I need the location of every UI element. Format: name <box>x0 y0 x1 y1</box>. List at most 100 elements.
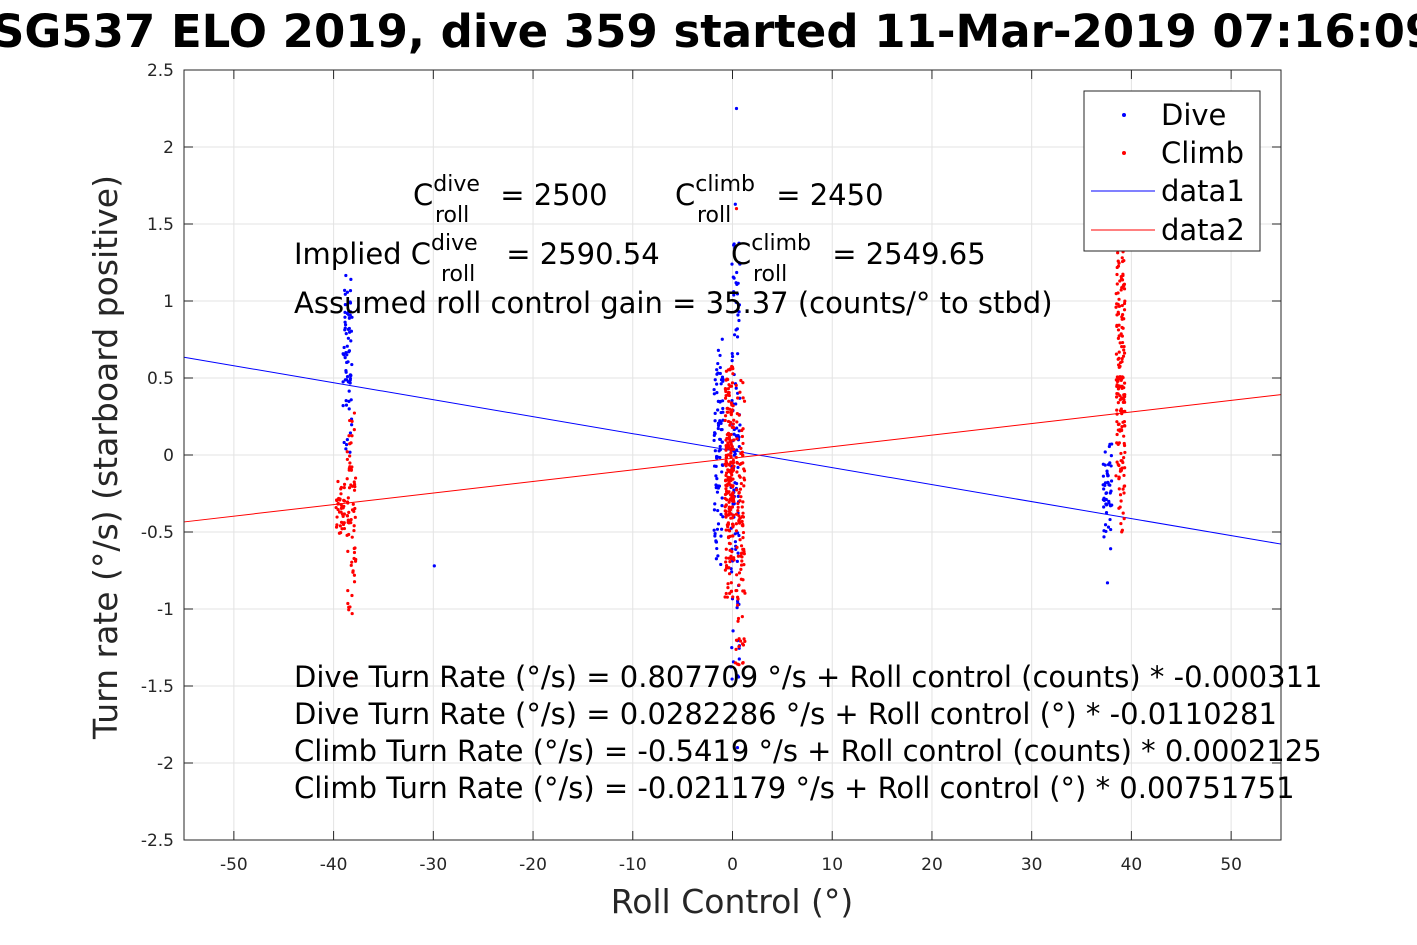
climb-point <box>740 519 744 524</box>
climb-point <box>724 560 728 564</box>
climb-point <box>735 573 739 577</box>
implied-dive-sup: dive <box>431 231 478 256</box>
climb-point <box>739 446 743 450</box>
dive-point <box>735 605 739 610</box>
climb-point <box>351 502 355 506</box>
climb-point <box>727 505 732 509</box>
climb-point <box>726 419 731 424</box>
equation-line: Dive Turn Rate (°/s) = 0.807709 °/s + Ro… <box>294 660 1322 694</box>
climb-point <box>1119 499 1123 503</box>
climb-point <box>740 505 744 509</box>
chart-title: SG537 ELO 2019, dive 359 started 11-Mar-… <box>0 5 1417 58</box>
implied-climb-sup: climb <box>751 231 811 256</box>
dive-point <box>349 398 353 402</box>
dive-point <box>719 410 723 415</box>
dive-point <box>730 351 734 356</box>
climb-point <box>1119 451 1123 456</box>
climb-point <box>341 514 345 519</box>
dive-point <box>720 427 724 432</box>
climb-point <box>1116 442 1120 446</box>
climb-point <box>1117 334 1121 338</box>
climb-point <box>1121 511 1125 515</box>
climb-point <box>1120 340 1125 345</box>
climb-point <box>352 488 357 492</box>
climb-point <box>345 533 349 537</box>
dive-point <box>1109 547 1113 551</box>
climb-point <box>741 453 745 457</box>
x-tick-label: 0 <box>727 855 738 875</box>
climb-point <box>348 461 352 465</box>
dive-point <box>733 532 737 536</box>
climb-point <box>729 468 733 473</box>
climb-point <box>731 493 735 497</box>
climb-point <box>724 564 729 568</box>
climb-point <box>741 643 746 647</box>
climb-point <box>734 638 739 642</box>
climb-point <box>734 529 739 533</box>
climb-point <box>738 390 742 394</box>
climb-point <box>350 611 354 616</box>
x-tick-label: -10 <box>619 855 647 875</box>
climb-point <box>1121 354 1126 358</box>
climb-point <box>724 456 728 460</box>
climb-point <box>342 512 346 516</box>
climb-point <box>1122 420 1127 424</box>
climb-point <box>338 524 342 528</box>
climb-point <box>337 496 341 501</box>
climb-point <box>727 435 732 440</box>
climb-point <box>742 552 746 556</box>
dive-point <box>732 293 736 297</box>
climb-point <box>740 551 744 555</box>
climb-point <box>1115 375 1119 379</box>
climb-point <box>728 548 732 552</box>
dive-point <box>733 202 737 206</box>
dive-point <box>719 534 723 538</box>
climb-point <box>737 663 741 667</box>
climb-point <box>1122 443 1127 448</box>
dive-point <box>343 320 347 324</box>
dive-point <box>730 262 734 266</box>
climb-point <box>351 570 355 574</box>
climb-point <box>1116 462 1120 467</box>
climb-point <box>723 414 728 418</box>
climb-point <box>1122 287 1127 291</box>
climb-point <box>346 601 350 606</box>
climb-point <box>728 591 732 595</box>
climb-point <box>729 432 733 437</box>
climb-point <box>1114 305 1118 309</box>
x-tick-label: -40 <box>320 855 348 875</box>
climb-point <box>339 492 343 496</box>
climb-point <box>347 605 351 609</box>
x-axis-label: Roll Control (°) <box>611 882 854 921</box>
equation-line: Climb Turn Rate (°/s) = -0.5419 °/s + Ro… <box>294 734 1322 768</box>
climb-point <box>1122 456 1126 460</box>
climb-point <box>727 541 732 545</box>
dive-point <box>735 282 739 287</box>
dive-point <box>735 426 739 430</box>
climb-point <box>724 489 729 493</box>
dive-point <box>1102 487 1106 491</box>
dive-point <box>735 335 740 339</box>
dive-point <box>719 562 723 567</box>
climb-point <box>1123 424 1127 428</box>
dive-point <box>1109 527 1113 532</box>
climb-point <box>1115 412 1119 416</box>
x-tick-label: 10 <box>821 855 843 875</box>
dive-point <box>736 352 740 356</box>
dive-point <box>716 348 720 353</box>
climb-point <box>731 513 736 517</box>
dive-point <box>347 349 352 353</box>
climb-point <box>1115 432 1119 437</box>
climb-point <box>1115 265 1119 270</box>
climb-point <box>1120 325 1124 330</box>
y-tick-label: 1 <box>163 292 174 312</box>
climb-point <box>731 422 735 426</box>
climb-point <box>724 459 728 463</box>
climb-point <box>726 387 730 391</box>
dive-point <box>342 345 346 350</box>
x-tick-label: -50 <box>220 855 248 875</box>
climb-point <box>336 507 340 512</box>
climb-point <box>741 530 746 535</box>
climb-point <box>740 428 744 433</box>
dive-point <box>735 309 739 313</box>
